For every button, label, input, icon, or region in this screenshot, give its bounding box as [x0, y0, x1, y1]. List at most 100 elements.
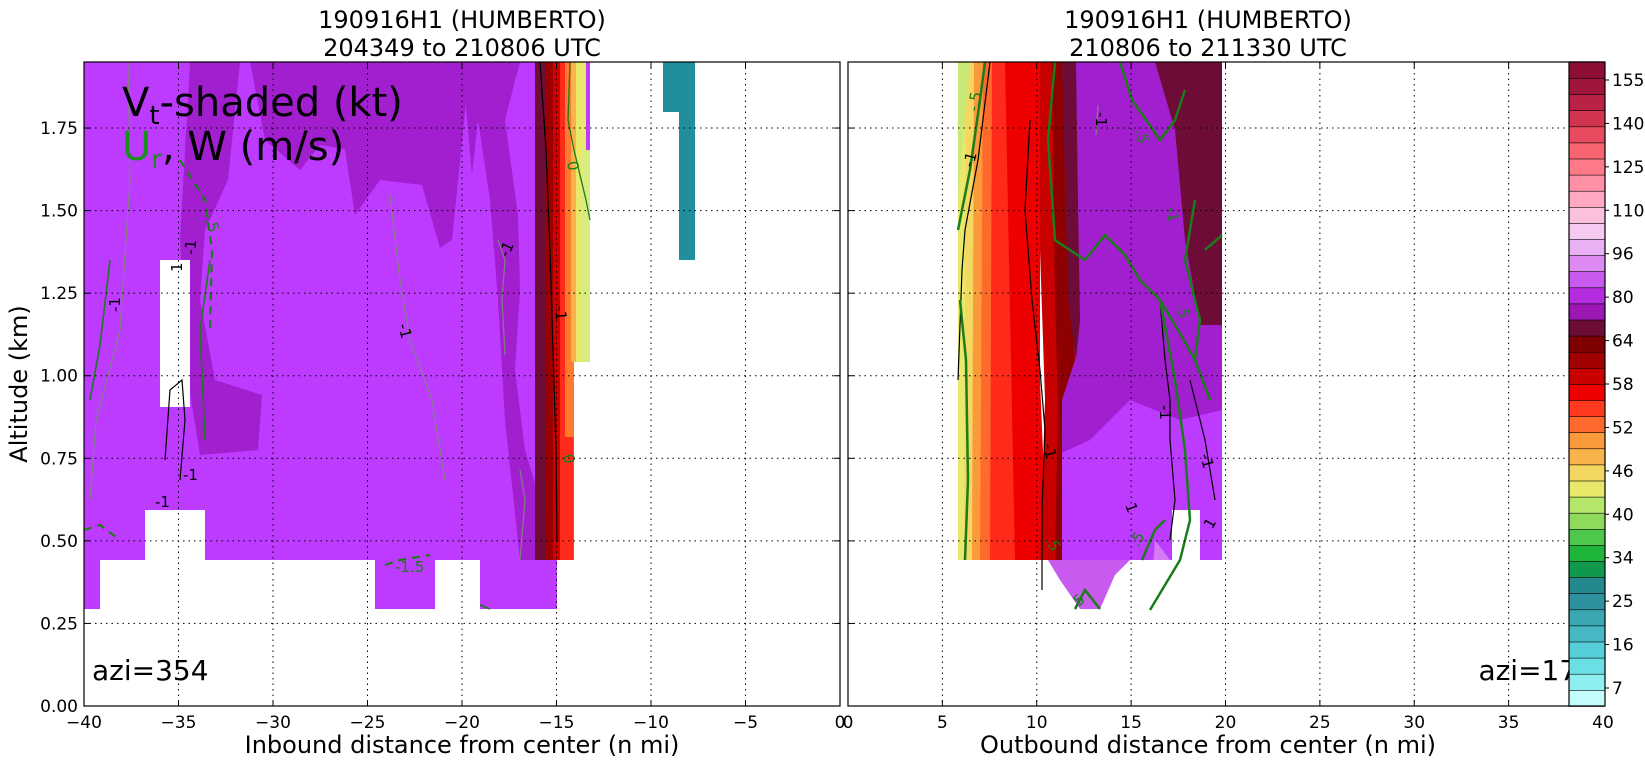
right-contour-10	[1183, 199, 1212, 401]
right-clabel-9: -1	[1156, 405, 1174, 420]
colorbar-swatch	[1568, 512, 1606, 530]
colorbar-swatch	[1568, 431, 1606, 450]
left-clabel-9: 0	[559, 453, 578, 466]
right-panel: 190916H1 (HUMBERTO) 210806 to 211330 UTC	[843, 6, 1614, 759]
left-core-orange	[565, 62, 575, 437]
y-tick-label: 1.00	[40, 367, 78, 387]
right-shading	[956, 62, 1223, 611]
colorbar-swatch	[1568, 222, 1606, 240]
right-xlabel: Outbound distance from center (n mi)	[980, 731, 1436, 759]
legend-line-2-sub: r	[151, 145, 162, 175]
left-contour-2	[89, 259, 111, 401]
left-subtitle: 204349 to 210806 UTC	[323, 34, 601, 62]
colorbar-tick-label: 52	[1612, 418, 1634, 438]
right-clabel-3: -1	[1092, 112, 1110, 127]
colorbar-swatch	[1568, 206, 1606, 224]
left-panel: 190916H1 (HUMBERTO) 204349 to 210806 UTC	[5, 6, 845, 759]
right-band-deepred	[1005, 62, 1048, 560]
colorbar-swatch	[1568, 126, 1606, 144]
colorbar-tick-label: 7	[1612, 679, 1623, 699]
left-title: 190916H1 (HUMBERTO)	[318, 6, 606, 34]
colorbar-tick-label: 25	[1612, 592, 1634, 612]
left-clabel-1: -1	[106, 297, 124, 312]
left-teal-fragment	[663, 62, 695, 260]
y-tick-label: 1.75	[40, 119, 78, 139]
left-contour-6	[389, 194, 446, 481]
right-band-crimson	[1040, 62, 1062, 560]
colorbar-swatch	[1568, 576, 1606, 595]
right-subtitle: 210806 to 211330 UTC	[1069, 34, 1347, 62]
left-contour-10	[84, 523, 121, 541]
left-clabel-6: -1	[183, 466, 198, 484]
x-tick-label: −15	[539, 713, 575, 733]
right-clabel-6: .5	[1173, 303, 1193, 320]
left-ylabel: Altitude (km)	[5, 305, 33, 462]
right-clabel-1: -.5	[964, 90, 985, 113]
right-clabel-7: -1	[1039, 441, 1060, 460]
colorbar-tick-label: 34	[1612, 549, 1634, 569]
left-contour-13	[519, 469, 526, 561]
colorbar-tick-label: 16	[1612, 636, 1634, 656]
left-contour-4	[179, 159, 214, 331]
right-field-maroon	[1155, 62, 1222, 325]
left-gap-2	[574, 362, 614, 562]
right-contour-5	[1046, 62, 1197, 361]
right-clabel-4: .5	[1132, 128, 1152, 145]
right-contour-1	[956, 62, 987, 231]
colorbar-swatch	[1568, 480, 1606, 498]
colorbar-swatch	[1568, 335, 1606, 353]
x-tick-label: 10	[1026, 713, 1048, 733]
left-field-violet-3	[340, 62, 470, 248]
colorbar-swatch	[1568, 625, 1606, 643]
y-tick-label: 1.50	[40, 202, 78, 222]
legend-line-2-rest: , W (m/s)	[162, 124, 344, 170]
colorbar-swatch	[1568, 351, 1606, 369]
right-clabel-5: -1	[1162, 206, 1182, 224]
x-tick-label: 20	[1215, 713, 1237, 733]
right-contour-8	[1148, 299, 1192, 611]
colorbar-swatch	[1568, 319, 1606, 337]
colorbar-tick-label: 155	[1612, 71, 1644, 91]
left-contour-1	[89, 62, 131, 501]
colorbar: 155 140 125 110 96 80 64 58 52 46 40 34 25 16 7	[1568, 61, 1644, 707]
colorbar-swatch	[1568, 496, 1606, 514]
colorbar-swatch	[1568, 399, 1606, 417]
left-contour-5	[199, 259, 211, 441]
x-tick-label: 40	[1592, 713, 1614, 733]
left-field-violet-4	[462, 62, 557, 560]
x-tick-label: 0	[843, 713, 854, 733]
colorbar-swatch	[1568, 158, 1606, 176]
colorbar-swatch	[1568, 77, 1606, 95]
legend-line-1-rest: -shaded (kt)	[160, 80, 403, 126]
left-clabel-4: -1	[495, 239, 518, 260]
right-contour-3	[958, 299, 970, 561]
left-core-lightorange	[571, 62, 578, 362]
left-clabel-7: -1	[155, 493, 170, 511]
x-tick-label: −5	[733, 713, 758, 733]
left-contour-3	[164, 378, 186, 481]
x-tick-label: 35	[1498, 713, 1520, 733]
colorbar-ticks: 155 140 125 110 96 80 64 58 52 46 40 34 25 16 7	[1605, 71, 1644, 699]
left-shading	[84, 62, 695, 610]
colorbar-tick-label: 58	[1612, 375, 1634, 395]
left-clabel-8: 0	[563, 160, 582, 173]
right-band-lightorange	[964, 62, 990, 560]
left-core-lightgreen	[582, 150, 591, 362]
right-clabel-2: -1	[959, 150, 980, 169]
colorbar-swatch	[1568, 657, 1606, 675]
left-clabel-10: -.5	[199, 210, 223, 235]
left-clabel-3: -1	[394, 321, 415, 340]
left-field-violet-2	[250, 62, 350, 170]
colorbar-tick-label: 110	[1612, 201, 1644, 221]
colorbar-swatch	[1568, 560, 1606, 578]
colorbar-swatch	[1568, 190, 1606, 208]
legend-line-2-main: U	[122, 124, 151, 170]
right-field-lavender	[1048, 560, 1130, 609]
y-tick-label: 1.25	[40, 284, 78, 304]
right-gap-2	[1147, 560, 1222, 610]
x-tick-label: −10	[633, 713, 669, 733]
left-clabel-12: 1	[168, 262, 186, 272]
colorbar-swatch	[1568, 383, 1606, 401]
x-tick-label: −20	[444, 713, 480, 733]
colorbar-swatch	[1568, 110, 1606, 128]
